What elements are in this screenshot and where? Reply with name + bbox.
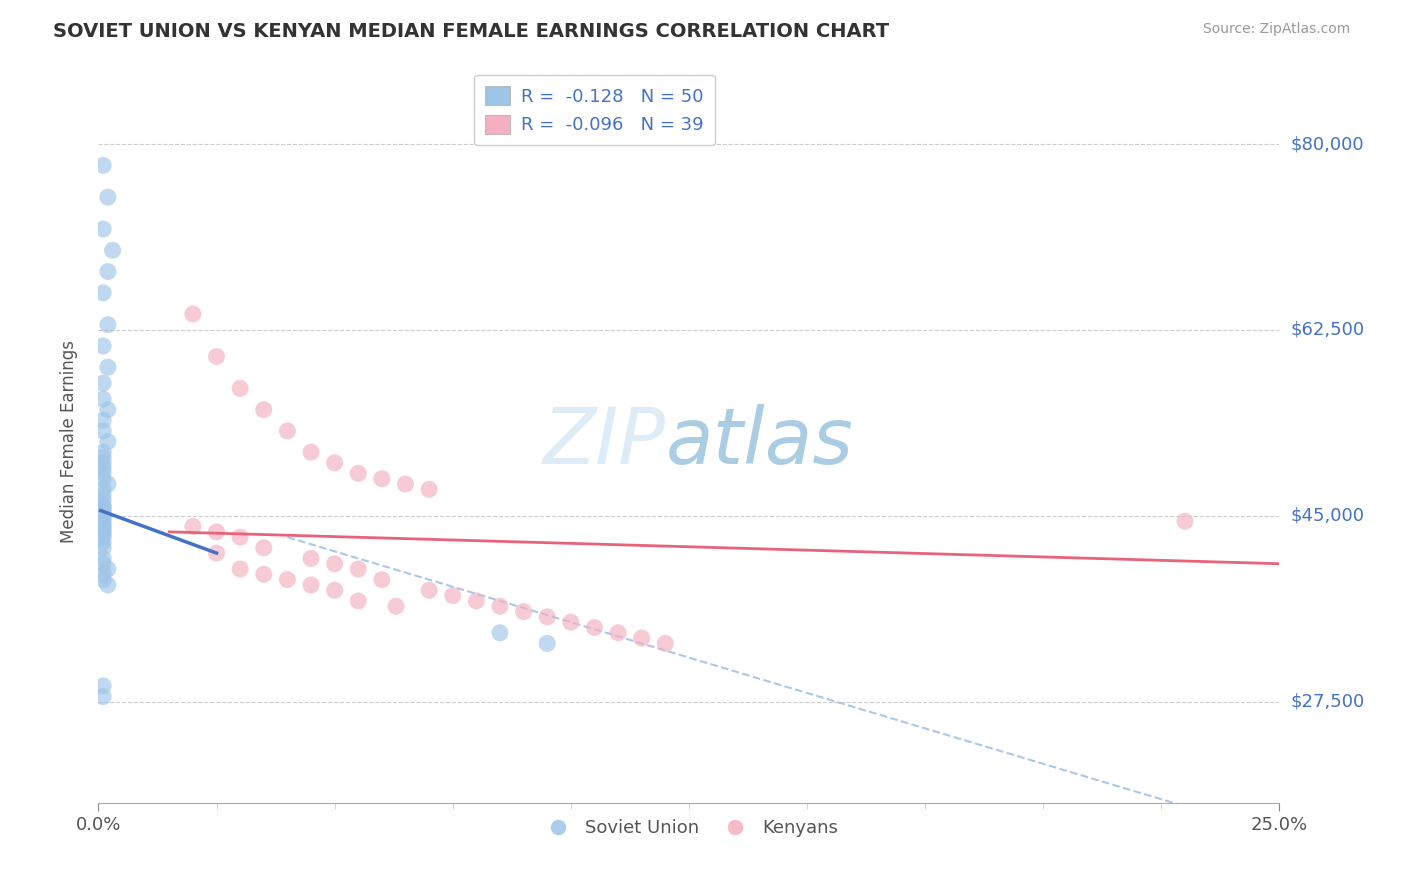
Point (91, 690, 114, 704)
Text: Source: ZipAtlas.com: Source: ZipAtlas.com (1202, 22, 1350, 37)
Point (371, 472, 394, 486)
Point (91, 503, 114, 517)
Legend: Soviet Union, Kenyans: Soviet Union, Kenyans (533, 812, 845, 845)
Text: $27,500: $27,500 (1291, 693, 1365, 711)
Point (97, 402, 120, 417)
Point (91, 500, 114, 515)
Point (91, 511, 114, 525)
Point (91, 524, 114, 539)
Point (91, 488, 114, 502)
Point (465, 594, 488, 608)
Point (91, 541, 114, 555)
Point (299, 551, 322, 566)
Point (371, 573, 394, 587)
Point (181, 307, 204, 321)
Point (91, 551, 114, 566)
Point (91, 517, 114, 532)
Point (91, 519, 114, 533)
Point (276, 573, 298, 587)
Point (91, 456, 114, 470)
Point (91, 514, 114, 528)
Point (347, 467, 370, 481)
Text: SOVIET UNION VS KENYAN MEDIAN FEMALE EARNINGS CORRELATION CHART: SOVIET UNION VS KENYAN MEDIAN FEMALE EAR… (53, 22, 890, 41)
Point (536, 610, 558, 624)
Point (91, 498, 114, 512)
Point (91, 472, 114, 486)
Point (253, 567, 276, 582)
Point (101, 244, 124, 258)
Point (91, 679, 114, 693)
Point (91, 461, 114, 475)
Point (91, 508, 114, 523)
Point (276, 424, 298, 438)
Point (394, 477, 416, 491)
Point (97, 360, 120, 375)
Point (91, 222, 114, 236)
Point (489, 599, 512, 614)
Point (91, 530, 114, 544)
Text: ZIP: ZIP (543, 403, 665, 480)
Point (91, 450, 114, 465)
Point (323, 557, 346, 571)
Point (91, 523, 114, 537)
Text: $45,000: $45,000 (1291, 507, 1365, 524)
Point (91, 557, 114, 571)
Point (91, 573, 114, 587)
Point (91, 507, 114, 521)
Point (91, 467, 114, 481)
Point (91, 483, 114, 497)
Point (97, 318, 120, 332)
Point (1174, 514, 1197, 528)
Point (91, 528, 114, 542)
Text: $80,000: $80,000 (1291, 135, 1364, 153)
Point (97, 434, 120, 449)
Point (299, 445, 322, 459)
Point (229, 530, 252, 544)
Point (97, 190, 120, 204)
Point (654, 636, 676, 650)
Point (229, 562, 252, 576)
Point (418, 583, 440, 598)
Point (607, 625, 630, 640)
Point (323, 456, 346, 470)
Point (205, 546, 228, 560)
Point (91, 567, 114, 582)
Point (489, 625, 512, 640)
Point (630, 631, 652, 645)
Point (181, 519, 204, 533)
Point (560, 615, 582, 630)
Point (97, 264, 120, 278)
Point (91, 413, 114, 427)
Point (205, 350, 228, 364)
Point (91, 392, 114, 406)
Point (91, 493, 114, 508)
Point (441, 589, 464, 603)
Point (323, 583, 346, 598)
Point (97, 477, 120, 491)
Point (91, 158, 114, 172)
Point (229, 381, 252, 395)
Point (91, 535, 114, 549)
Point (97, 578, 120, 592)
Point (91, 445, 114, 459)
Point (536, 636, 558, 650)
Point (512, 605, 534, 619)
Point (205, 524, 228, 539)
Point (583, 620, 606, 634)
Point (347, 594, 370, 608)
Y-axis label: Median Female Earnings: Median Female Earnings (59, 340, 77, 543)
Point (347, 562, 370, 576)
Point (418, 483, 440, 497)
Point (91, 339, 114, 353)
Point (253, 402, 276, 417)
Point (253, 541, 276, 555)
Point (91, 376, 114, 390)
Point (91, 424, 114, 438)
Point (385, 599, 408, 614)
Point (299, 578, 322, 592)
Point (91, 285, 114, 300)
Text: atlas: atlas (665, 403, 853, 480)
Point (97, 562, 120, 576)
Text: $62,500: $62,500 (1291, 321, 1365, 339)
